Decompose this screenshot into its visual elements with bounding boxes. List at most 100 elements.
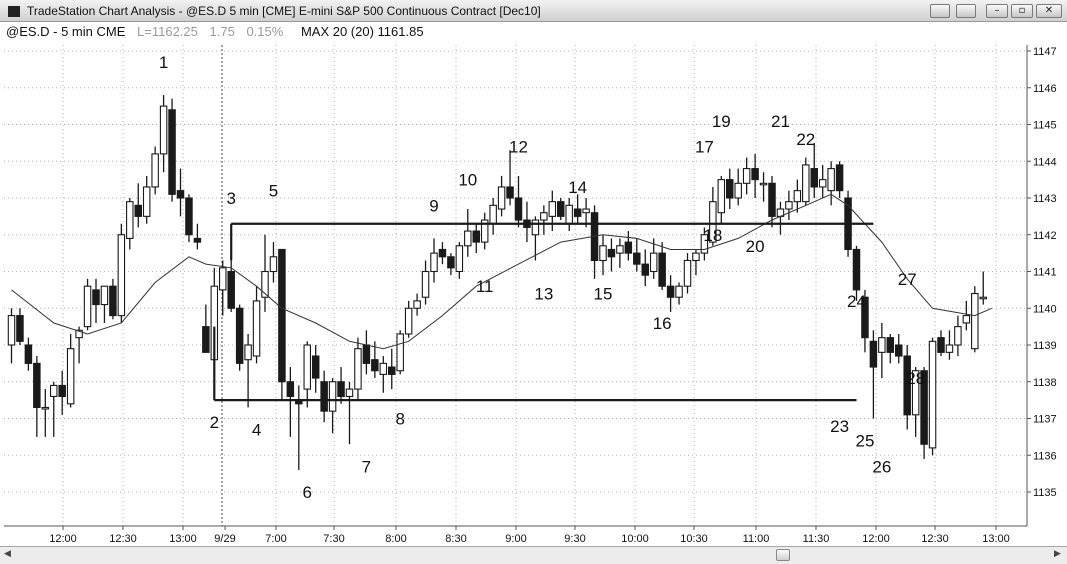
x-tick-label: 11:30: [803, 533, 830, 545]
candle-body: [219, 267, 227, 291]
candle: [176, 168, 185, 217]
candle-body: [751, 168, 759, 181]
scroll-thumb[interactable]: [776, 549, 790, 561]
candle: [979, 271, 987, 305]
candle: [793, 179, 802, 213]
candle: [886, 333, 895, 364]
candle-body: [303, 344, 311, 390]
candle: [387, 348, 396, 390]
candle: [649, 238, 658, 279]
price-chart[interactable]: 1135113611371138113911401141114211431144…: [0, 0, 1067, 546]
candle: [818, 164, 827, 198]
candle-body: [387, 366, 396, 375]
candle: [911, 367, 920, 437]
candle-body: [607, 248, 616, 258]
minimize-button[interactable]: –: [986, 4, 1008, 18]
bar-number-label: 26: [872, 457, 891, 476]
toolbar-toggle-icon[interactable]: [930, 4, 950, 18]
candle: [540, 205, 548, 235]
scroll-right-icon[interactable]: ▶: [1054, 549, 1061, 559]
candle-body: [278, 248, 286, 383]
candle: [261, 234, 269, 312]
x-tick-label: 9/29: [214, 533, 235, 545]
candle: [202, 304, 210, 353]
candle: [776, 201, 785, 235]
candle: [616, 238, 624, 268]
candle-body: [725, 179, 734, 199]
candle-body: [818, 179, 827, 188]
candle-body: [464, 230, 472, 247]
candle: [295, 385, 303, 470]
candle-body: [658, 252, 666, 287]
percent-change: 0.15%: [246, 24, 284, 39]
candle-body: [649, 252, 658, 273]
candle: [472, 223, 480, 254]
candle-body: [159, 105, 168, 155]
candle: [556, 198, 565, 221]
candle-body: [7, 315, 16, 346]
candle-body: [979, 296, 987, 300]
candle: [396, 330, 404, 375]
close-button[interactable]: ✕: [1036, 4, 1062, 18]
bar-number-label: 17: [695, 138, 714, 157]
candle: [894, 333, 903, 364]
candle-body: [531, 219, 540, 236]
candle-body: [235, 307, 244, 364]
candle: [954, 315, 962, 357]
restore-button[interactable]: ▫: [1011, 4, 1033, 18]
bar-number-label: 25: [855, 432, 874, 451]
scroll-left-icon[interactable]: ◀: [4, 549, 11, 559]
candle: [109, 278, 117, 320]
candle: [421, 260, 430, 305]
candle: [430, 238, 438, 283]
bar-number-label: 19: [712, 112, 731, 131]
candle-body: [413, 300, 421, 309]
bar-number-label: 8: [395, 410, 404, 429]
candle: [785, 190, 793, 221]
candle: [320, 370, 328, 423]
candle: [447, 253, 455, 276]
candle-body: [785, 201, 793, 210]
candle-body: [49, 384, 58, 397]
x-tick-label: 8:00: [385, 533, 406, 545]
candle: [802, 157, 810, 206]
candle: [7, 308, 16, 364]
candle-body: [802, 164, 810, 203]
candle-body: [675, 285, 683, 298]
x-tick-label: 13:00: [169, 533, 197, 545]
candle: [328, 378, 337, 434]
candle-body: [835, 164, 844, 192]
candle-body: [193, 237, 202, 243]
candle: [92, 278, 100, 323]
bar-number-label: 21: [771, 112, 790, 131]
chart-info-bar: @ES.D - 5 min CME L=1162.25 1.75 0.15% M…: [6, 24, 424, 39]
bar-number-label: 28: [906, 369, 925, 388]
x-tick-label: 7:00: [265, 533, 286, 545]
y-tick-label: 1147: [1033, 46, 1057, 58]
y-tick-label: 1146: [1033, 83, 1057, 95]
candle: [100, 285, 109, 323]
candle-body: [759, 182, 768, 186]
candle: [675, 282, 683, 305]
candle: [151, 146, 159, 195]
bar-number-label: 11: [476, 277, 494, 296]
candle: [700, 227, 709, 261]
candle-body: [354, 348, 362, 390]
candle: [810, 142, 818, 198]
candle: [142, 175, 151, 224]
candle-body: [24, 344, 33, 364]
candle-body: [497, 186, 506, 210]
horizontal-scrollbar[interactable]: ◀ ▶: [0, 546, 1067, 564]
y-tick-label: 1139: [1033, 340, 1057, 352]
candle: [33, 356, 41, 437]
candle: [159, 95, 168, 173]
candle-body: [269, 256, 278, 273]
candle: [278, 248, 286, 401]
grid: [4, 45, 1027, 526]
candle-body: [227, 270, 235, 309]
chart-area[interactable]: [0, 22, 1067, 546]
layout-toggle-icon[interactable]: [956, 4, 976, 18]
candle: [751, 153, 759, 198]
candle: [573, 194, 582, 224]
candle: [869, 330, 878, 419]
